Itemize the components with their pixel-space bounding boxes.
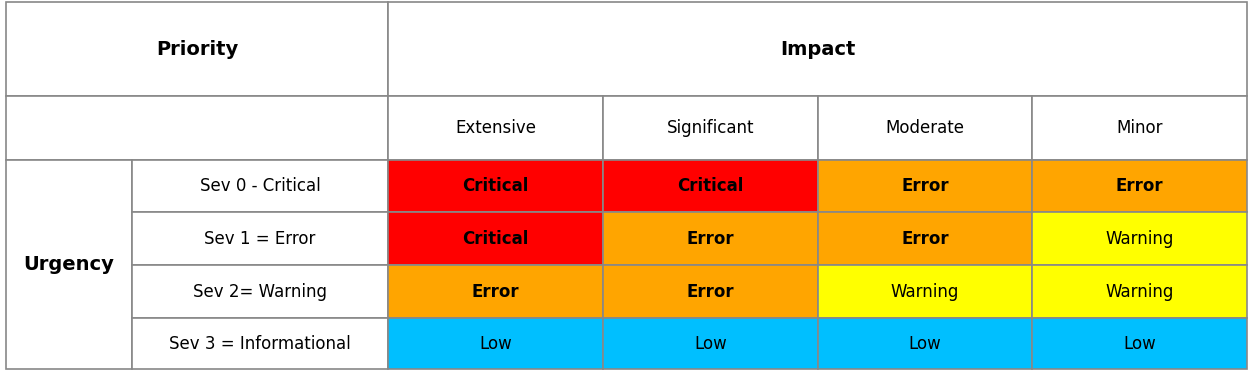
Text: Sev 1 = Error: Sev 1 = Error	[204, 230, 316, 248]
Bar	[603, 318, 818, 369]
Bar	[388, 96, 603, 160]
Bar	[818, 265, 1032, 318]
Bar	[388, 2, 1247, 96]
Bar	[6, 96, 388, 160]
Bar	[1032, 265, 1247, 318]
Text: Low: Low	[1123, 335, 1155, 353]
Text: Critical: Critical	[462, 230, 529, 248]
Text: Urgency: Urgency	[24, 255, 114, 274]
Bar	[6, 2, 388, 96]
Bar	[132, 318, 388, 369]
Text: Warning: Warning	[1105, 230, 1174, 248]
Bar	[1032, 160, 1247, 212]
Text: Extensive: Extensive	[455, 119, 536, 137]
Bar	[818, 318, 1032, 369]
Text: Warning: Warning	[1105, 283, 1174, 301]
Bar	[6, 160, 132, 369]
Text: Low: Low	[694, 335, 727, 353]
Bar	[603, 160, 818, 212]
Bar	[388, 318, 603, 369]
Bar	[388, 160, 603, 212]
Text: Significant: Significant	[667, 119, 754, 137]
Text: Error: Error	[687, 283, 734, 301]
Bar	[388, 212, 603, 265]
Text: Error: Error	[687, 230, 734, 248]
Bar	[132, 160, 388, 212]
Text: Sev 0 - Critical: Sev 0 - Critical	[199, 177, 321, 195]
Bar	[818, 212, 1032, 265]
Text: Low: Low	[480, 335, 512, 353]
Bar	[603, 212, 818, 265]
Text: Sev 2= Warning: Sev 2= Warning	[193, 283, 327, 301]
Bar	[818, 96, 1032, 160]
Text: Error: Error	[901, 230, 949, 248]
Text: Critical: Critical	[677, 177, 743, 195]
Text: Error: Error	[1115, 177, 1163, 195]
Bar	[1032, 318, 1247, 369]
Bar	[1032, 96, 1247, 160]
Bar	[388, 265, 603, 318]
Bar	[603, 265, 818, 318]
Bar	[603, 96, 818, 160]
Bar	[818, 160, 1032, 212]
Text: Critical: Critical	[462, 177, 529, 195]
Text: Error: Error	[472, 283, 520, 301]
Text: Warning: Warning	[891, 283, 959, 301]
Text: Minor: Minor	[1116, 119, 1163, 137]
Bar	[132, 212, 388, 265]
Text: Impact: Impact	[779, 40, 856, 59]
Bar	[132, 265, 388, 318]
Text: Priority: Priority	[157, 40, 238, 59]
Text: Sev 3 = Informational: Sev 3 = Informational	[169, 335, 351, 353]
Text: Moderate: Moderate	[886, 119, 965, 137]
Text: Low: Low	[908, 335, 941, 353]
Bar	[1032, 212, 1247, 265]
Text: Error: Error	[901, 177, 949, 195]
